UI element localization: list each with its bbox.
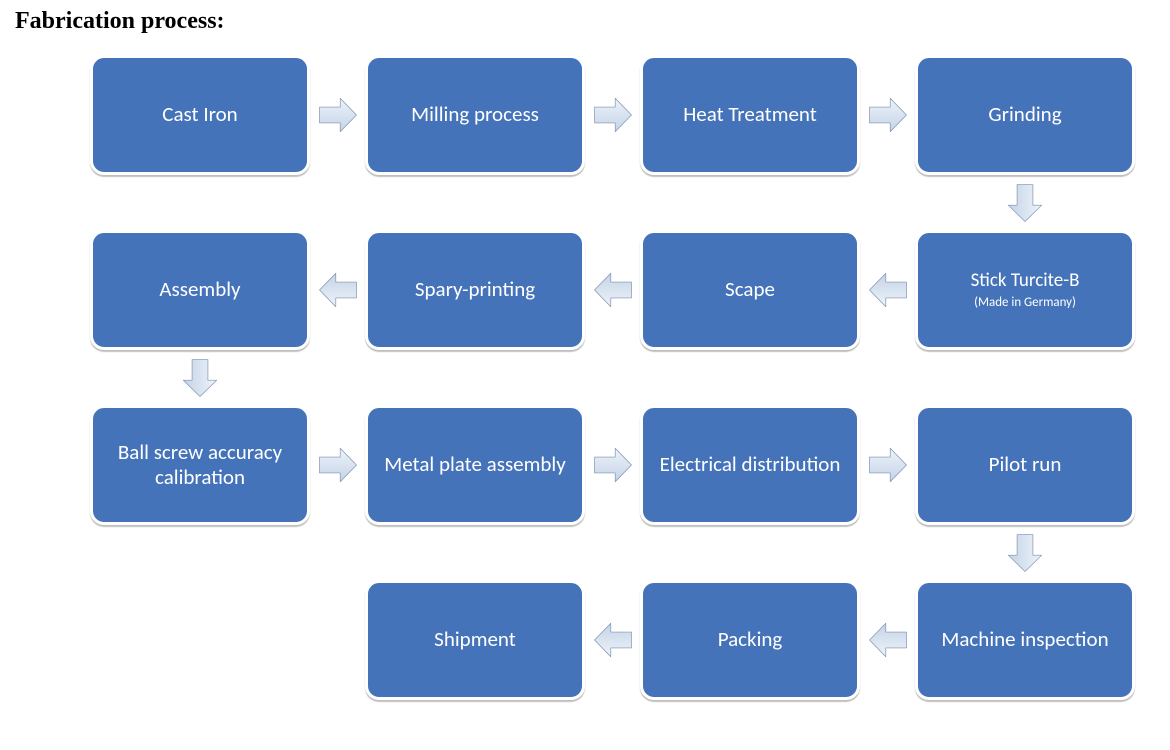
flow-node-label: Metal plate assembly [384,452,565,477]
flow-arrow-left [591,618,635,662]
flow-node-n5: Stick Turcite-B (Made in Germany) [915,230,1135,350]
flow-node-n14: Packing [640,580,860,700]
flow-node-label: Ball screw accuracy calibration [103,440,297,490]
flow-node-n13: Machine inspection [915,580,1135,700]
flow-node-n11: Electrical distribution [640,405,860,525]
flow-node-n3: Heat Treatment [640,55,860,175]
flow-node-n1: Cast Iron [90,55,310,175]
flow-arrow-right [866,443,910,487]
flow-arrow-down [1003,531,1047,575]
flow-node-sublabel: (Made in Germany) [974,295,1076,311]
flow-node-n10: Metal plate assembly [365,405,585,525]
flow-node-n2: Milling process [365,55,585,175]
flow-arrow-left [316,268,360,312]
flow-node-n15: Shipment [365,580,585,700]
flow-arrow-down [1003,181,1047,225]
flow-node-label: Packing [718,627,783,652]
flow-arrow-left [591,268,635,312]
flow-node-label: Electrical distribution [660,452,841,477]
flow-node-n6: Scape [640,230,860,350]
flow-arrow-right [591,93,635,137]
flow-arrow-left [866,618,910,662]
flow-node-label: Heat Treatment [683,102,817,127]
flow-node-label: Spary-printing [415,277,535,302]
diagram-title: Fabrication process: [15,8,225,35]
flow-node-label: Stick Turcite-B [971,270,1080,293]
flow-node-n8: Assembly [90,230,310,350]
flow-node-label: Cast Iron [162,102,237,127]
flow-node-label: Milling process [411,102,539,127]
flow-node-label: Shipment [434,627,516,652]
flow-arrow-down [178,356,222,400]
flow-node-n12: Pilot run [915,405,1135,525]
flow-arrow-right [866,93,910,137]
flow-node-label: Pilot run [989,452,1062,477]
flow-node-label: Grinding [988,102,1061,127]
flow-node-label: Machine inspection [941,627,1108,652]
flow-node-n4: Grinding [915,55,1135,175]
flow-node-label: Scape [725,277,775,302]
flow-node-n7: Spary-printing [365,230,585,350]
flow-node-label: Assembly [159,277,240,302]
flow-arrow-right [591,443,635,487]
flow-arrow-right [316,93,360,137]
flow-arrow-right [316,443,360,487]
flow-node-n9: Ball screw accuracy calibration [90,405,310,525]
flow-arrow-left [866,268,910,312]
